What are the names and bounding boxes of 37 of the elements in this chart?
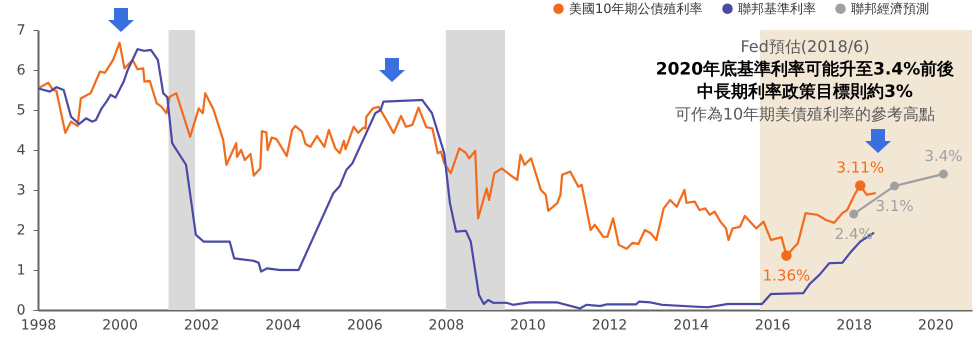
annotation: 2.4% xyxy=(834,225,873,243)
point xyxy=(855,180,866,191)
annotation: 3.1% xyxy=(875,197,914,215)
y-tick-label: 2 xyxy=(16,222,26,238)
annotation: 中長期利率政策目標則約3% xyxy=(697,82,913,102)
y-tick-label: 6 xyxy=(16,62,26,78)
x-tick-label: 2002 xyxy=(184,318,220,334)
annotation: 1.36% xyxy=(762,266,810,285)
annotation: Fed預估(2018/6) xyxy=(740,37,870,56)
annotation: 2020年底基準利率可能升至3.4%前後 xyxy=(656,60,954,80)
legend-label: 聯邦經濟預測 xyxy=(851,2,929,17)
point xyxy=(890,182,899,190)
point xyxy=(849,210,858,218)
annotation: 可作為10年期美債殖利率的參考高點 xyxy=(674,104,936,124)
x-tick-label: 2020 xyxy=(918,318,954,334)
y-tick-label: 7 xyxy=(16,22,26,38)
y-tick-label: 5 xyxy=(16,102,26,118)
legend-label: 美國10年期公債殖利率 xyxy=(569,0,703,17)
x-tick-label: 2014 xyxy=(673,318,709,334)
annotation: 3.11% xyxy=(836,158,884,177)
x-tick-label: 1998 xyxy=(20,318,56,334)
x-tick-label: 2000 xyxy=(102,318,138,334)
x-tick-label: 2018 xyxy=(836,318,872,334)
legend-label: 聯邦基準利率 xyxy=(738,0,816,17)
point xyxy=(938,170,948,178)
x-tick-label: 2016 xyxy=(754,318,791,334)
x-tick-label: 2004 xyxy=(265,318,302,334)
y-tick-label: 1 xyxy=(16,262,26,278)
y-tick-label: 3 xyxy=(16,182,26,198)
annotation: 3.4% xyxy=(924,147,963,165)
y-tick-label: 0 xyxy=(16,302,26,318)
x-tick-label: 2006 xyxy=(346,318,383,334)
y-tick-label: 4 xyxy=(16,142,26,158)
x-tick-label: 2008 xyxy=(428,318,464,334)
x-tick-label: 2010 xyxy=(510,318,546,334)
x-tick-label: 2012 xyxy=(592,318,628,334)
point xyxy=(781,250,792,261)
